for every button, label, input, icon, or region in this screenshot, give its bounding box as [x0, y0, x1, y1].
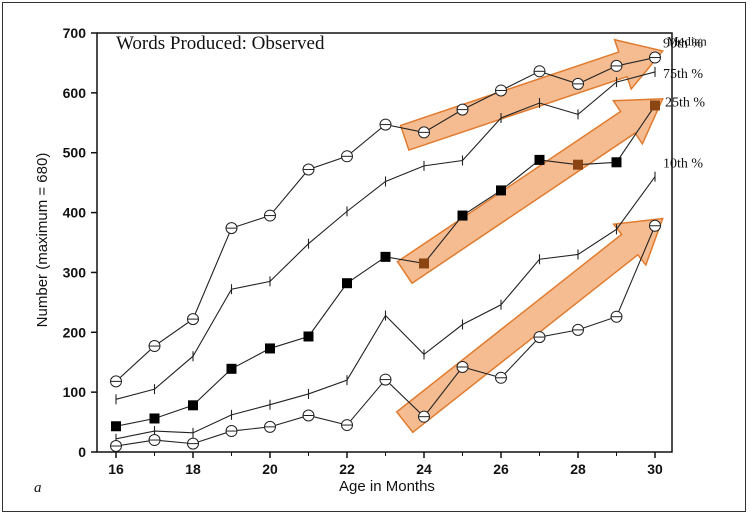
data-point — [149, 413, 160, 424]
panel-label: a — [34, 480, 42, 496]
chart-title: Words Produced: Observed — [116, 33, 325, 54]
y-tick-label: 100 — [63, 384, 87, 400]
data-point — [265, 343, 275, 354]
x-tick-label: 28 — [570, 461, 586, 477]
series-line — [115, 176, 656, 440]
data-point — [573, 159, 583, 170]
data-point — [650, 100, 660, 111]
highlight-arrow — [395, 217, 664, 434]
series-group: 90th % 75th % Median 25th % 10th % — [110, 33, 707, 453]
series-label: Median — [667, 33, 707, 48]
data-point — [611, 157, 622, 168]
y-tick-label: 300 — [63, 264, 87, 280]
series-label: 90th % — [663, 37, 703, 52]
y-tick-label: 700 — [63, 25, 87, 41]
series-label: 25th % — [665, 96, 705, 111]
x-tick-label: 18 — [185, 461, 201, 477]
x-tick-label: 16 — [108, 461, 124, 477]
data-point — [534, 154, 545, 165]
data-point — [188, 400, 198, 411]
y-tick-label: 600 — [63, 85, 87, 101]
data-point — [496, 185, 506, 196]
y-tick-label: 200 — [63, 324, 87, 340]
series-90th-: 90th % — [110, 37, 703, 388]
y-tick-label: 500 — [63, 145, 87, 161]
highlight-arrow — [396, 98, 664, 285]
data-point — [111, 421, 121, 432]
x-tick-label: 24 — [416, 461, 432, 477]
series-75th-: 75th % — [115, 66, 703, 405]
data-point — [419, 258, 429, 269]
x-axis-label: Age in Months — [339, 478, 435, 495]
x-tick-label: 22 — [339, 461, 355, 477]
plot-border — [96, 32, 673, 453]
y-axis-label: Number (maximum = 680) — [34, 153, 51, 328]
series-label: 75th % — [663, 67, 703, 82]
x-tick-label: 20 — [262, 461, 278, 477]
labels: Words Produced: Observed Age in Months N… — [34, 33, 435, 496]
y-tick-label: 0 — [78, 444, 86, 460]
data-point — [226, 363, 237, 374]
x-tick-label: 26 — [493, 461, 509, 477]
data-point — [342, 278, 352, 289]
y-tick-label: 400 — [63, 205, 87, 221]
series-median: Median — [111, 33, 707, 432]
x-tick-label: 30 — [647, 461, 663, 477]
data-point — [303, 331, 314, 342]
data-point — [457, 210, 468, 221]
series-10th-: 10th % — [110, 157, 703, 453]
series-label: 10th % — [663, 157, 703, 172]
data-point — [380, 251, 391, 262]
series-25th-: 25th % — [115, 96, 705, 444]
highlight-arrows — [395, 38, 665, 434]
